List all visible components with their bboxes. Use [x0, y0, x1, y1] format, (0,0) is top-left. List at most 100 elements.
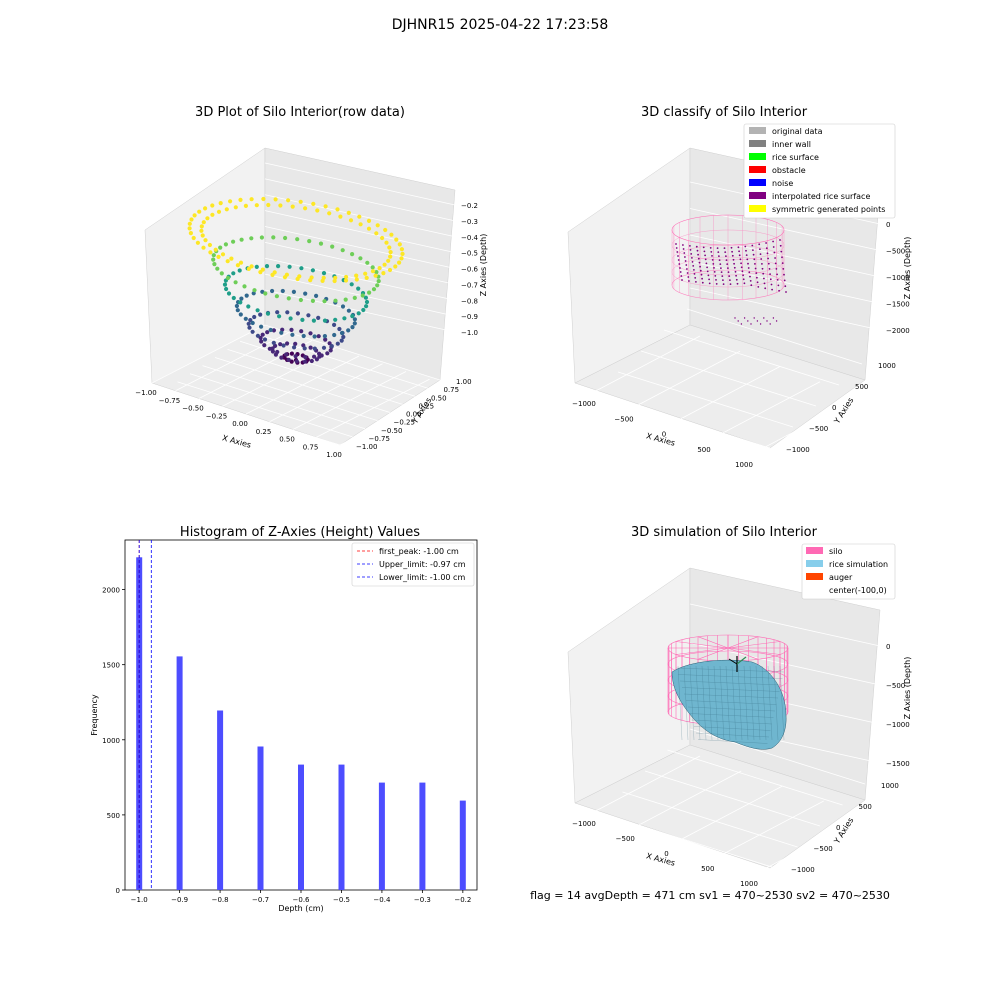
- x-axis-label: X Axies: [645, 851, 676, 867]
- legend-entry: original data: [772, 127, 823, 136]
- scatter-point: [312, 354, 317, 359]
- scatter-point: [314, 293, 319, 298]
- mesh-line: [687, 706, 776, 712]
- scatter-point: [397, 242, 402, 247]
- rice-point: [702, 246, 705, 249]
- rice-point: [689, 245, 691, 247]
- z-tick-label: −500: [886, 682, 905, 690]
- scatter-point: [301, 333, 306, 339]
- mesh-line: [689, 665, 695, 741]
- z-axis-label: Z Axies (Depth): [479, 234, 488, 297]
- mesh-line: [677, 674, 783, 679]
- mesh-line: [693, 726, 771, 731]
- scatter-point: [275, 310, 280, 315]
- y-tick-label: 1000: [881, 782, 899, 790]
- scatter-point: [273, 197, 278, 202]
- silo-wireframe: [671, 214, 785, 301]
- mesh-line: [755, 665, 761, 741]
- scatter-point: [329, 344, 334, 349]
- scatter-point: [377, 266, 382, 271]
- auger-marker: [728, 656, 747, 672]
- rice-point: [749, 280, 752, 282]
- rice-point: [693, 273, 696, 275]
- scatter-point: [278, 203, 283, 208]
- rice-point: [720, 271, 723, 273]
- histogram-bar: [217, 710, 224, 890]
- scatter-point: [199, 224, 204, 229]
- x-grid-line: [339, 386, 454, 446]
- subplot-title: 3D Plot of Silo Interior(row data): [195, 105, 405, 120]
- y-tick-label: 0.50: [431, 394, 447, 402]
- scatter-point: [279, 330, 284, 335]
- histogram-bar: [338, 764, 345, 890]
- scatter-point: [238, 300, 243, 305]
- rice-point: [763, 317, 765, 319]
- rice-point: [750, 284, 753, 287]
- scatter-point: [239, 237, 244, 242]
- subplot-histogram: Histogram of Z-Axies (Height) Values −1.…: [90, 525, 478, 913]
- z-grid-line: [264, 178, 456, 222]
- rice-point: [759, 248, 761, 251]
- scatter-point: [327, 211, 332, 216]
- rice-point: [780, 250, 783, 253]
- rice-point: [680, 275, 683, 277]
- silo-ring: [671, 244, 785, 276]
- scatter-point: [321, 271, 327, 276]
- mesh-line: [675, 667, 785, 673]
- y-grid-line: [644, 770, 821, 827]
- scatter-point: [299, 329, 304, 334]
- mesh-line: [695, 665, 701, 741]
- scatter-point: [218, 245, 223, 250]
- scatter-point: [231, 239, 236, 244]
- rice-point: [708, 278, 710, 281]
- rice-point: [708, 282, 711, 285]
- legend-entry: silo: [829, 547, 843, 556]
- scatter-point: [389, 232, 394, 237]
- legend-entry: first_peak: -1.00 cm: [379, 547, 459, 556]
- scatter-point: [358, 222, 363, 227]
- rice-point: [716, 247, 719, 250]
- mesh-line: [689, 713, 774, 718]
- scatter-point: [249, 264, 254, 269]
- rice-point: [699, 269, 702, 272]
- z-tick-label: −1000: [886, 721, 910, 729]
- z-grid-line: [264, 162, 456, 206]
- x-tick-labels: −1000 −500 0 500 1000: [572, 820, 758, 888]
- rice-point: [713, 271, 716, 273]
- scatter-point: [283, 235, 288, 241]
- rice-point: [718, 255, 720, 257]
- rice-point: [687, 276, 690, 278]
- scatter-point: [192, 213, 197, 218]
- rice-point: [676, 251, 679, 253]
- rice-point: [679, 271, 682, 273]
- y-tick-label: 500: [859, 803, 872, 811]
- rice-point: [704, 258, 707, 261]
- scatter-point: [332, 332, 337, 338]
- x-tick-labels: −1.0 −0.9 −0.8 −0.7 −0.6 −0.5 −0.4 −0.3 −0.2: [131, 890, 471, 904]
- x-axis-label: Depth (cm): [278, 904, 323, 913]
- mesh-line: [743, 665, 749, 741]
- scatter-point: [286, 296, 291, 301]
- y-tick-label: 1000: [878, 362, 896, 370]
- x-grid-line: [175, 332, 289, 392]
- z-tick-label: −1.0: [461, 329, 478, 337]
- mesh-line: [779, 665, 785, 741]
- rice-point: [752, 253, 755, 256]
- legend-entry: interpolated rice surface: [772, 192, 870, 201]
- rice-point: [775, 268, 778, 270]
- legend-entry: Upper_limit: -0.97 cm: [379, 560, 466, 569]
- x-axis-label: X Axies: [221, 433, 252, 449]
- rice-point: [698, 261, 701, 264]
- scatter-point: [311, 201, 316, 206]
- scatter-point: [380, 235, 385, 241]
- scatter-point: [399, 247, 404, 252]
- histogram-bar: [419, 782, 426, 890]
- legend-swatch: [749, 179, 766, 186]
- rice-point: [772, 240, 774, 243]
- histogram-bar: [298, 764, 304, 890]
- subplot-3d-scatter: 3D Plot of Silo Interior(row data) −1.0 0…: [135, 105, 488, 459]
- scatter-point: [246, 266, 251, 271]
- legend-entry: auger: [829, 573, 853, 582]
- rice-point: [767, 257, 769, 260]
- scatter-point: [285, 341, 290, 346]
